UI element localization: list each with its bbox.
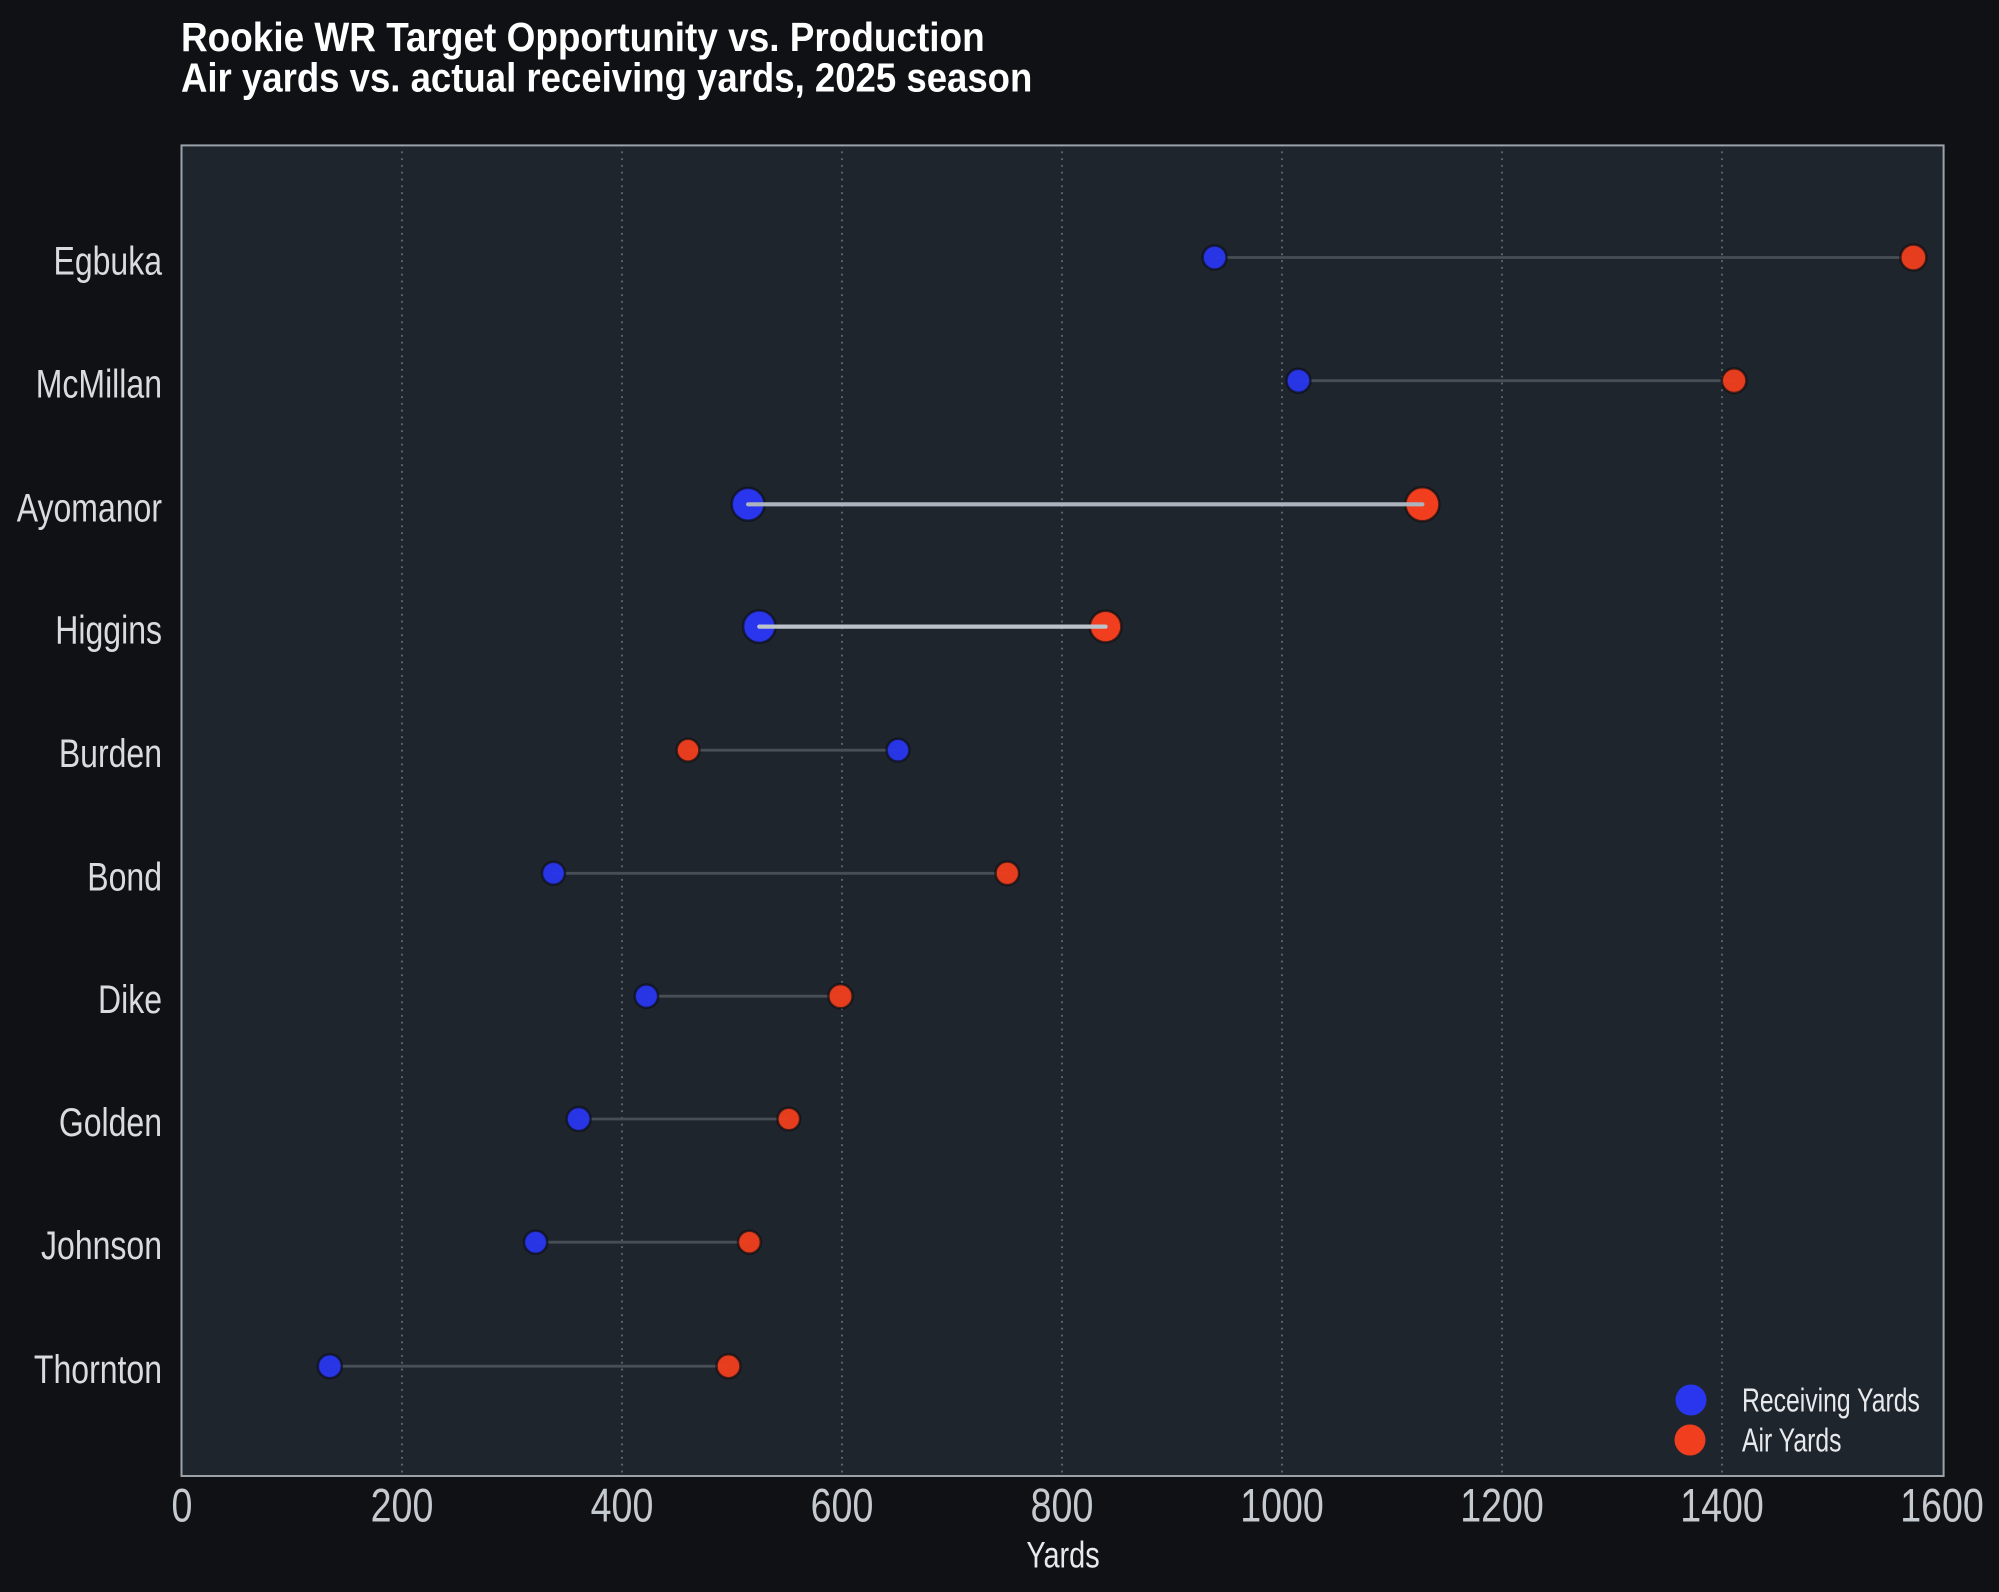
svg-text:Burden: Burden	[59, 731, 162, 776]
svg-text:Thornton: Thornton	[34, 1347, 162, 1392]
svg-text:800: 800	[1031, 1480, 1094, 1533]
svg-text:Golden: Golden	[59, 1100, 162, 1145]
svg-text:Bond: Bond	[87, 854, 162, 899]
svg-text:1000: 1000	[1240, 1480, 1324, 1533]
svg-text:Receiving Yards: Receiving Yards	[1742, 1383, 1920, 1419]
svg-text:0: 0	[172, 1480, 193, 1533]
svg-text:Ayomanor: Ayomanor	[17, 485, 162, 530]
svg-text:McMillan: McMillan	[36, 361, 162, 406]
svg-text:Yards: Yards	[1026, 1535, 1099, 1576]
svg-text:Egbuka: Egbuka	[53, 238, 162, 283]
svg-text:Johnson: Johnson	[41, 1223, 162, 1268]
svg-text:Air yards vs. actual receiving: Air yards vs. actual receiving yards, 20…	[181, 56, 1032, 101]
svg-text:200: 200	[371, 1480, 434, 1533]
svg-text:Higgins: Higgins	[55, 607, 162, 652]
svg-text:1400: 1400	[1680, 1480, 1764, 1533]
svg-text:600: 600	[811, 1480, 874, 1533]
svg-text:1600: 1600	[1900, 1480, 1984, 1533]
svg-text:Dike: Dike	[98, 977, 162, 1022]
svg-text:400: 400	[591, 1480, 654, 1533]
svg-text:1200: 1200	[1460, 1480, 1544, 1533]
svg-text:Rookie WR Target Opportunity v: Rookie WR Target Opportunity vs. Product…	[181, 15, 985, 60]
svg-text:Air Yards: Air Yards	[1742, 1423, 1841, 1459]
